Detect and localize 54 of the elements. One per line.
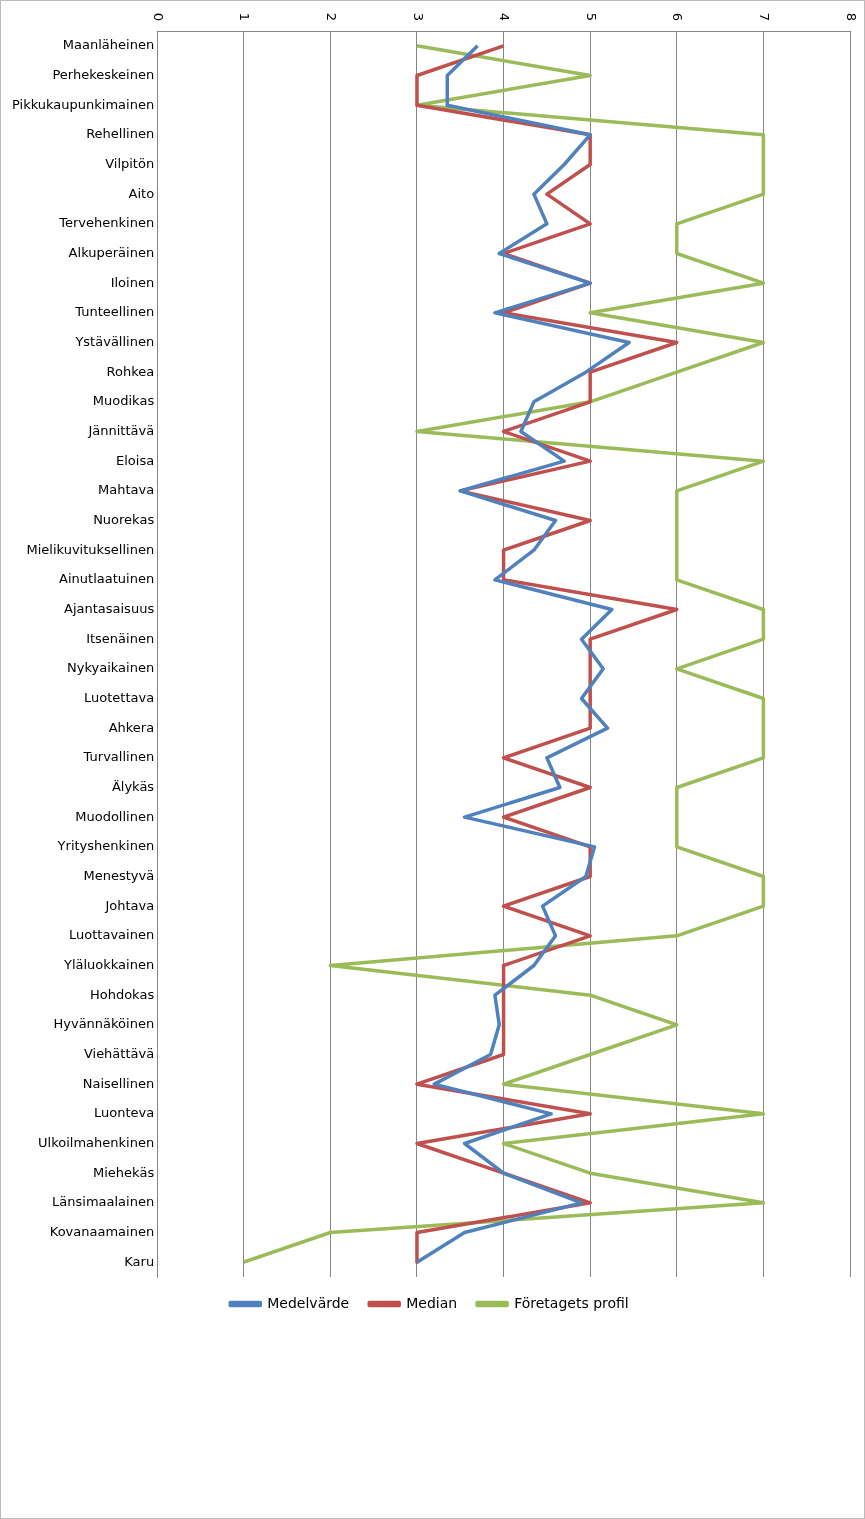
y-tick-label: Nykyaikainen: [67, 660, 155, 676]
x-tick-label: 6: [670, 12, 686, 22]
y-tick-label: Mielikuvituksellinen: [26, 541, 155, 557]
y-tick-label: Ainutlaatuinen: [59, 571, 155, 587]
y-tick-label: Hohdokas: [89, 986, 155, 1002]
x-tick-label: 7: [757, 12, 773, 22]
y-tick-label: Miehekäs: [93, 1164, 155, 1180]
y-tick-label: Muodollinen: [75, 808, 155, 824]
x-tick-label: 3: [410, 12, 426, 22]
legend-label: Företagets profil: [514, 1294, 629, 1311]
y-tick-label: Itsenäinen: [86, 630, 155, 646]
y-tick-label: Tunteellinen: [74, 304, 155, 320]
y-tick-label: Alkuperäinen: [68, 244, 155, 260]
y-tick-label: Menestyvä: [83, 867, 155, 883]
y-tick-label: Yrityshenkinen: [56, 838, 155, 854]
x-tick-label: 8: [843, 12, 859, 22]
y-tick-label: Ajantasaisuus: [64, 600, 155, 616]
y-tick-label: Iloinen: [110, 274, 155, 290]
x-tick-label: 1: [237, 12, 253, 22]
y-tick-label: Rohkea: [106, 363, 155, 379]
y-tick-label: Älykäs: [111, 778, 155, 794]
y-tick-label: Maanläheinen: [62, 37, 155, 53]
y-tick-label: Ulkoilmahenkinen: [38, 1134, 155, 1150]
y-tick-label: Tervehenkinen: [58, 215, 155, 231]
y-tick-label: Turvallinen: [82, 749, 155, 765]
y-tick-label: Länsimaalainen: [52, 1194, 155, 1210]
legend-label: Median: [406, 1294, 458, 1311]
y-tick-label: Luottavainen: [69, 927, 155, 943]
y-tick-label: Johtava: [104, 897, 155, 913]
y-tick-label: Mahtava: [98, 482, 155, 498]
y-tick-label: Muodikas: [92, 393, 155, 409]
y-tick-label: Vilpitön: [105, 155, 155, 171]
x-tick-label: 2: [323, 12, 339, 22]
y-tick-label: Nuorekas: [93, 511, 155, 527]
y-tick-label: Eloisa: [116, 452, 155, 468]
y-tick-label: Yläluokkainen: [62, 956, 155, 972]
y-tick-label: Hyvännäköinen: [53, 1016, 155, 1032]
y-tick-label: Viehättävä: [83, 1045, 155, 1061]
y-tick-label: Rehellinen: [86, 126, 155, 142]
x-tick-label: 4: [497, 12, 513, 22]
y-tick-label: Ystävällinen: [74, 333, 155, 349]
y-tick-label: Ahkera: [108, 719, 155, 735]
y-tick-label: Perhekeskeinen: [52, 66, 155, 82]
y-tick-label: Karu: [124, 1253, 155, 1269]
y-tick-label: Luotettava: [84, 689, 155, 705]
y-tick-label: Kovanaamainen: [49, 1223, 155, 1239]
legend-label: Medelvärde: [267, 1294, 350, 1311]
y-tick-label: Naisellinen: [82, 1075, 155, 1091]
y-tick-label: Aito: [128, 185, 155, 201]
y-tick-label: Pikkukaupunkimainen: [12, 96, 155, 112]
x-tick-label: 5: [583, 12, 599, 22]
y-tick-label: Luonteva: [93, 1105, 155, 1121]
y-tick-label: Jännittävä: [87, 422, 155, 438]
x-tick-label: 0: [150, 12, 166, 22]
